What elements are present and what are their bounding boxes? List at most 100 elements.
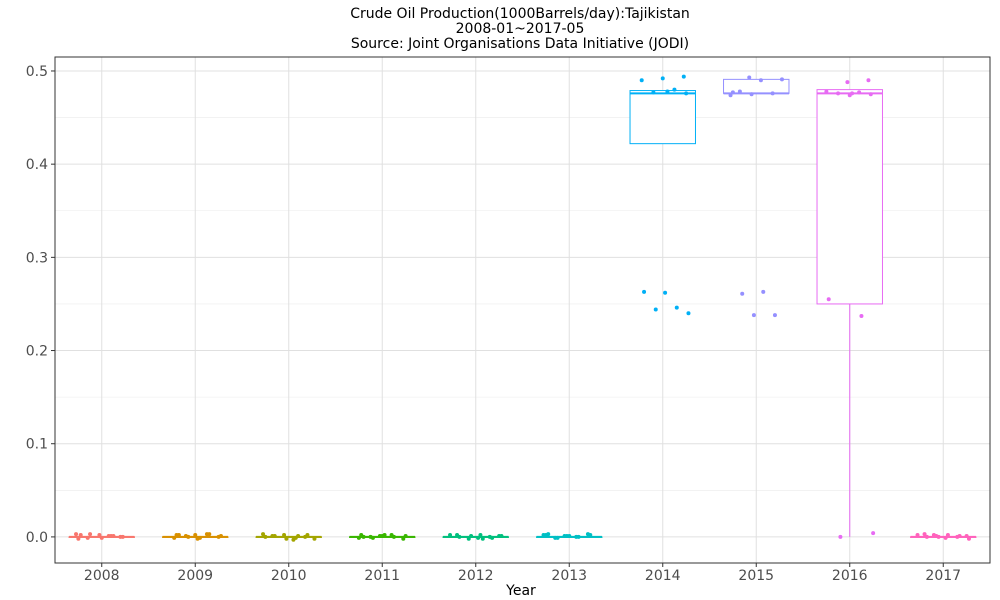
data-point (88, 532, 93, 537)
data-point (824, 89, 829, 94)
data-point (480, 536, 485, 541)
y-tick-label: 0.0 (26, 530, 48, 546)
data-point (761, 289, 766, 294)
data-point (770, 91, 775, 96)
data-point (651, 90, 656, 95)
data-point (284, 536, 289, 541)
data-point (120, 534, 125, 539)
data-point (751, 313, 756, 318)
data-point (476, 535, 481, 540)
data-point (99, 535, 104, 540)
x-tick-label: 2008 (84, 568, 120, 584)
data-point (838, 534, 843, 539)
data-point (403, 533, 408, 538)
data-point (826, 297, 831, 302)
data-point (665, 89, 670, 94)
y-tick-label: 0.1 (26, 437, 48, 453)
chart-title-line-3: Source: Joint Organisations Data Initiat… (351, 36, 689, 52)
x-tick-label: 2016 (832, 568, 868, 584)
data-point (836, 91, 841, 96)
data-point (747, 75, 752, 80)
data-point (567, 533, 572, 538)
data-point (74, 532, 79, 537)
data-point (674, 305, 679, 310)
box-body (629, 90, 696, 145)
data-point (76, 536, 81, 541)
data-point (945, 533, 950, 538)
data-point (915, 533, 920, 538)
data-point (871, 531, 876, 536)
chart-title-line-2: 2008-01~2017-05 (456, 21, 585, 37)
data-point (653, 307, 658, 312)
y-tick-label: 0.2 (26, 344, 48, 360)
data-point (866, 78, 871, 83)
data-point (356, 535, 361, 540)
data-point (588, 533, 593, 538)
x-tick-label: 2010 (271, 568, 307, 584)
data-point (85, 535, 90, 540)
data-point (686, 311, 691, 316)
data-point (305, 533, 310, 538)
data-point (207, 532, 212, 537)
data-point (361, 534, 366, 539)
box-2014 (629, 90, 696, 145)
data-point (546, 532, 551, 537)
data-point (261, 532, 266, 537)
plot-area (54, 56, 991, 564)
data-point (197, 535, 202, 540)
data-point (758, 78, 763, 83)
data-point (448, 533, 453, 538)
data-point (966, 536, 971, 541)
data-point (639, 78, 644, 83)
y-tick-label: 0.5 (26, 64, 48, 80)
data-point (772, 313, 777, 318)
data-point (391, 534, 396, 539)
data-point (681, 74, 686, 79)
data-point (78, 533, 83, 538)
data-point (193, 533, 198, 538)
data-point (684, 91, 689, 96)
data-point (642, 289, 647, 294)
data-point (499, 533, 504, 538)
data-point (111, 533, 116, 538)
x-tick-label: 2017 (925, 568, 961, 584)
data-point (845, 80, 850, 85)
data-point (943, 535, 948, 540)
x-tick-label: 2015 (738, 568, 774, 584)
x-tick-label: 2009 (177, 568, 213, 584)
data-point (97, 533, 102, 538)
data-point (936, 534, 941, 539)
data-point (728, 93, 733, 98)
x-tick-label: 2011 (364, 568, 400, 584)
box-series (68, 78, 977, 538)
data-point (312, 536, 317, 541)
data-point (457, 534, 462, 539)
data-point (749, 92, 754, 97)
data-point (740, 291, 745, 296)
box-body (816, 89, 883, 305)
data-point (957, 533, 962, 538)
data-point (868, 92, 873, 97)
data-point (478, 533, 483, 538)
data-point (964, 533, 969, 538)
data-point (663, 290, 668, 295)
data-point (576, 534, 581, 539)
x-axis-title: Year (505, 583, 536, 599)
data-point (401, 536, 406, 541)
data-point (730, 90, 735, 95)
data-point (282, 533, 287, 538)
data-point (176, 533, 181, 538)
data-point (779, 77, 784, 82)
data-point (859, 314, 864, 319)
x-axis: 2008 2009 2010 2011 2012 2013 2014 2015 2016 2017 (84, 563, 961, 584)
data-point (370, 535, 375, 540)
data-point (466, 536, 471, 541)
jitter-points (74, 74, 971, 542)
data-point (490, 535, 495, 540)
data-point (850, 91, 855, 96)
data-point (660, 76, 665, 81)
data-point (263, 534, 268, 539)
data-point (218, 533, 223, 538)
data-point (857, 90, 862, 95)
